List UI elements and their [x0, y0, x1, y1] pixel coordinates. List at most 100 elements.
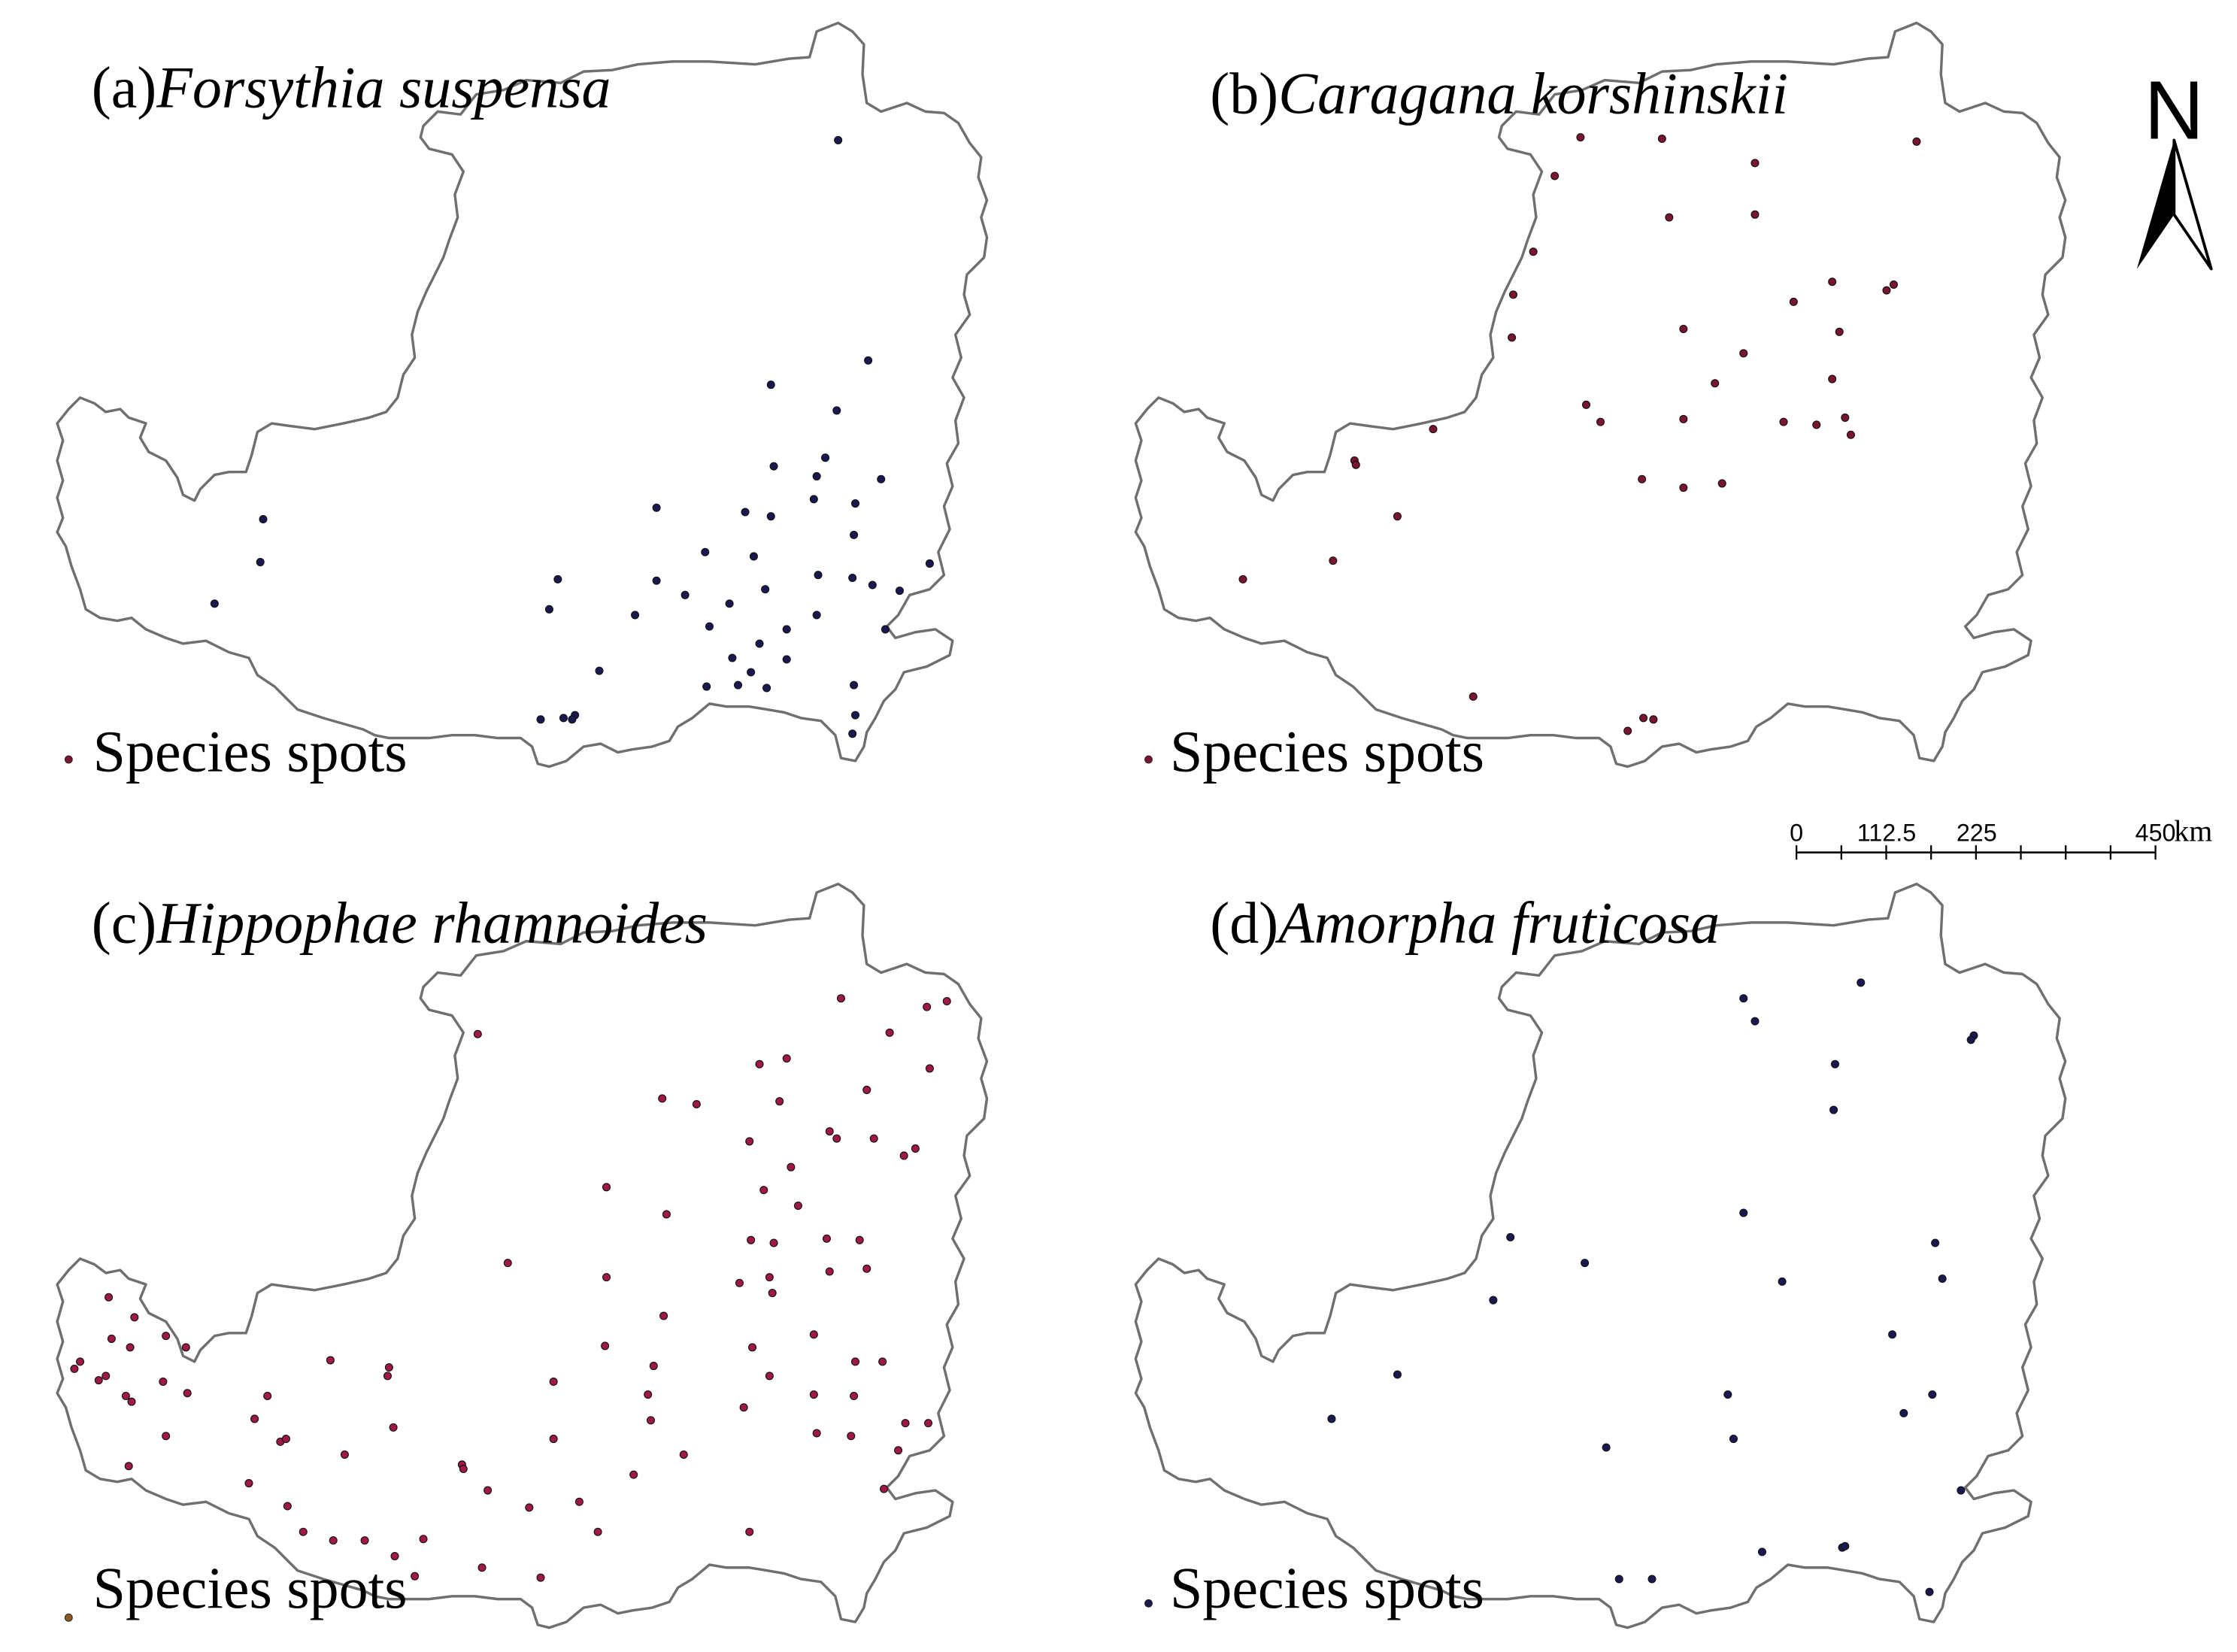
species-spot-c-95 [390, 1552, 399, 1561]
scale-bar: 0 112.5 225 450 km [1790, 814, 2212, 860]
species-spot-a-11 [741, 508, 750, 517]
species-spot-c-14 [869, 1134, 878, 1143]
species-spot-c-17 [911, 1144, 920, 1153]
panel-title-b: (b)Caragana korshinskii [1210, 61, 1788, 126]
species-spot-c-86 [283, 1502, 292, 1511]
species-spot-c-2 [942, 996, 951, 1006]
species-spot-a-10 [652, 503, 661, 512]
species-spot-c-56 [383, 1372, 393, 1381]
species-spot-c-49 [659, 1311, 668, 1320]
species-spot-b-2 [1912, 137, 1921, 146]
species-spot-c-25 [822, 1234, 831, 1243]
species-spot-b-0 [1576, 133, 1585, 142]
region-boundary-c [56, 882, 989, 1629]
species-spot-d-2 [1750, 1017, 1760, 1026]
species-spot-d-25 [1841, 1541, 1850, 1550]
species-spot-d-10 [1581, 1259, 1590, 1268]
species-spot-a-30 [631, 611, 640, 620]
species-points-b [1238, 133, 1921, 735]
species-spot-d-15 [1393, 1370, 1402, 1379]
species-spot-c-8 [862, 1085, 871, 1094]
region-boundary-d [1134, 882, 2067, 1629]
species-spot-d-22 [1957, 1486, 1966, 1495]
species-spot-b-16 [1739, 349, 1748, 358]
species-spot-c-88 [574, 1497, 583, 1506]
species-spot-c-93 [593, 1527, 602, 1536]
species-spot-c-29 [765, 1273, 774, 1282]
species-spot-c-75 [549, 1435, 558, 1444]
species-spot-a-44 [536, 715, 545, 724]
legend-marker-d [1144, 1599, 1153, 1608]
species-spot-c-51 [809, 1330, 818, 1339]
species-spot-d-23 [1757, 1547, 1766, 1557]
species-spot-b-11 [1889, 280, 1898, 289]
species-spot-c-46 [159, 1377, 168, 1387]
species-spot-a-41 [734, 681, 743, 690]
species-spot-c-33 [602, 1273, 611, 1282]
species-spot-b-35 [1469, 692, 1478, 701]
species-spot-d-7 [1739, 1208, 1748, 1217]
species-spot-c-80 [459, 1465, 468, 1474]
species-spot-d-12 [1778, 1277, 1787, 1286]
species-spot-c-55 [384, 1363, 393, 1372]
species-spot-d-0 [1739, 994, 1748, 1003]
species-spot-a-15 [256, 558, 265, 567]
species-spot-c-76 [894, 1446, 903, 1455]
species-spot-d-8 [1506, 1232, 1515, 1241]
species-spot-a-18 [210, 599, 219, 608]
north-arrow-right-half-icon [2172, 138, 2213, 271]
species-spot-c-40 [76, 1357, 85, 1366]
species-spot-c-28 [735, 1278, 744, 1287]
species-spot-a-45 [559, 714, 568, 723]
species-spot-c-5 [755, 1059, 764, 1068]
species-spot-c-34 [105, 1293, 114, 1302]
species-spot-c-70 [901, 1419, 910, 1428]
species-spot-d-21 [1602, 1443, 1611, 1452]
species-spot-a-42 [762, 684, 771, 693]
species-spot-a-25 [925, 559, 934, 568]
species-spot-c-74 [281, 1435, 290, 1444]
panel-title-c: (c)Hippophae rhamnoides [92, 891, 708, 956]
species-spot-c-47 [183, 1389, 192, 1398]
scale-unit: km [2174, 814, 2212, 847]
species-spot-c-12 [825, 1127, 834, 1136]
species-spot-d-26 [1614, 1575, 1623, 1584]
species-spot-b-3 [1750, 159, 1760, 168]
species-spot-b-31 [1717, 479, 1726, 488]
species-spot-a-31 [812, 611, 821, 620]
species-spot-c-67 [646, 1416, 656, 1425]
species-spot-c-24 [769, 1238, 778, 1247]
species-spot-b-20 [1596, 417, 1605, 426]
species-spot-d-6 [1829, 1105, 1838, 1114]
species-spot-c-3 [473, 1029, 482, 1038]
species-spot-b-36 [1639, 714, 1648, 723]
species-spot-d-4 [1966, 1035, 1975, 1044]
species-spot-b-6 [1750, 210, 1760, 219]
species-spot-a-29 [725, 599, 734, 608]
species-spot-c-89 [299, 1527, 308, 1536]
species-spot-a-20 [652, 576, 661, 585]
species-spot-c-44 [121, 1391, 130, 1401]
species-spot-c-30 [768, 1289, 777, 1298]
species-spot-a-28 [544, 605, 553, 614]
species-spot-a-27 [761, 585, 770, 594]
species-spot-b-5 [1665, 213, 1674, 222]
panel-b: (b)Caragana korshinskii Species spots [1134, 21, 2067, 784]
species-spot-c-0 [836, 994, 845, 1003]
species-spot-c-92 [419, 1535, 428, 1544]
species-spot-c-37 [107, 1334, 116, 1343]
species-spot-b-33 [1329, 556, 1338, 565]
species-spot-a-17 [749, 552, 758, 561]
species-spot-b-4 [1550, 171, 1560, 180]
species-spot-a-2 [766, 380, 775, 390]
species-spot-c-9 [658, 1094, 667, 1103]
species-spot-b-17 [1711, 379, 1720, 388]
species-spot-c-98 [536, 1573, 545, 1582]
species-spot-a-34 [782, 625, 791, 634]
species-spot-d-27 [1647, 1575, 1657, 1584]
species-spot-b-25 [1846, 430, 1855, 439]
species-spot-b-19 [1581, 400, 1591, 409]
species-spot-c-6 [782, 1054, 791, 1063]
legend-label-c: Species spots [93, 1556, 408, 1620]
species-spot-b-18 [1828, 374, 1837, 383]
